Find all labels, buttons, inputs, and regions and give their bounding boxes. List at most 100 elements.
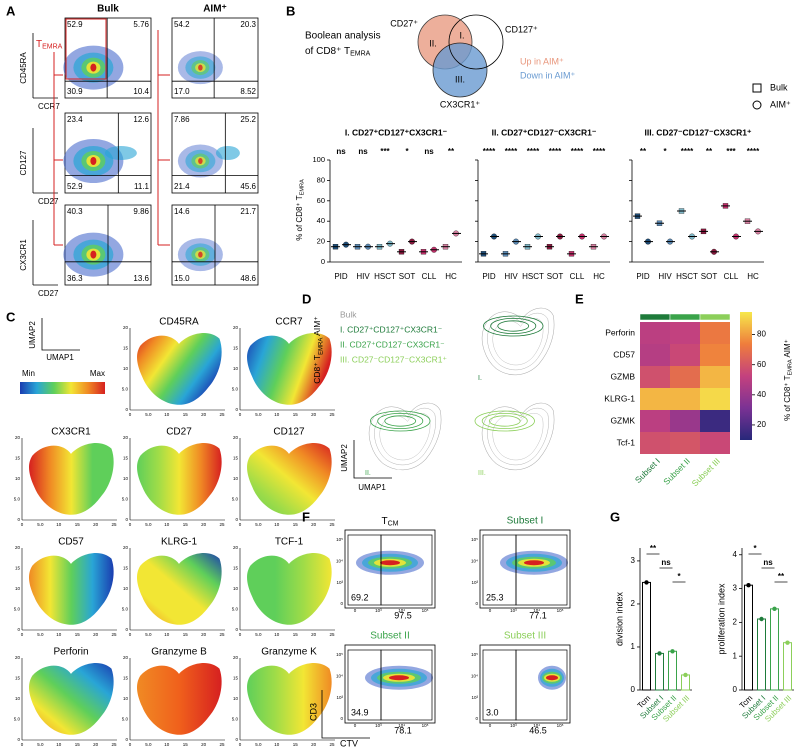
subset-contour xyxy=(370,410,431,432)
x-tick-label: 5.0 xyxy=(37,632,44,637)
legend-label: I. CD27⁺CD127⁺CX3CR1⁻ xyxy=(340,324,443,334)
y-tick-label: 10⁵ xyxy=(336,652,343,657)
x-tick-label: 10 xyxy=(274,522,280,527)
gate-value: 78.1 xyxy=(394,725,412,735)
y-tick-label: 4 xyxy=(733,550,738,559)
umap-embedding xyxy=(247,332,332,405)
plot-title: CD45RA xyxy=(159,317,199,328)
subset-contour xyxy=(488,415,521,427)
x-tick-label: HC xyxy=(593,272,605,281)
panel-letter: D xyxy=(302,291,311,306)
quadrant-value: 12.6 xyxy=(133,115,149,124)
label-sub: CM xyxy=(388,520,399,527)
x-tick-label: 10⁴ xyxy=(533,608,540,613)
row-label: KLRG-1 xyxy=(604,393,635,403)
axis-label: UMAP1 xyxy=(46,353,74,362)
plot-title: TCF-1 xyxy=(275,537,304,548)
significance: **** xyxy=(593,147,606,156)
y-tick-label: 20 xyxy=(123,655,129,660)
label-suffix: AIM⁺ xyxy=(783,339,792,359)
x-tick-label: 20 xyxy=(311,742,317,747)
x-tick-label: HC xyxy=(445,272,457,281)
x-tick-label: 15 xyxy=(293,742,299,747)
column-title: Bulk xyxy=(97,4,119,15)
plot-frame xyxy=(171,112,259,194)
umap-embedding xyxy=(29,662,114,735)
heatmap-cell xyxy=(670,388,700,410)
heatmap-cell xyxy=(640,410,670,432)
density-cloud xyxy=(198,158,203,164)
plot-title: Perforin xyxy=(53,647,88,658)
x-tick-label: 25 xyxy=(329,412,335,417)
x-tick-label: 0 xyxy=(129,522,132,527)
label-sub: EMRA xyxy=(350,50,371,57)
significance: **** xyxy=(483,147,496,156)
significance: ** xyxy=(640,147,647,156)
y-tick-label: 10³ xyxy=(336,580,343,585)
significance: ns xyxy=(358,147,368,156)
legend-label: II. CD27⁺CD127⁻CX3CR1⁻ xyxy=(340,339,445,349)
gate xyxy=(515,649,568,721)
venn-circle xyxy=(448,14,504,70)
x-tick-label: 10⁴ xyxy=(398,608,405,613)
plot-title: Subset I xyxy=(507,516,544,527)
colorbar xyxy=(740,312,752,440)
x-tick-label: 15 xyxy=(293,522,299,527)
scale-label: Max xyxy=(90,369,105,378)
y-tick-label: 15 xyxy=(15,676,21,681)
x-tick-label: 25 xyxy=(111,632,117,637)
x-tick-label: CLL xyxy=(570,272,585,281)
y-tick-label: 10 xyxy=(233,696,239,701)
y-tick-label: 0 xyxy=(235,517,238,522)
x-tick-label: 10 xyxy=(56,522,62,527)
x-tick-label: 20 xyxy=(201,742,207,747)
axis-label: CD27 xyxy=(38,289,59,298)
venn-region-label: III. xyxy=(455,74,465,84)
plot-title: KLRG-1 xyxy=(161,537,198,548)
axis-label: CTV xyxy=(340,738,358,748)
gate xyxy=(515,534,568,606)
umap-embedding xyxy=(247,442,332,515)
mean-point xyxy=(670,649,675,654)
heatmap-cell xyxy=(700,432,730,454)
heatmap-cell xyxy=(700,366,730,388)
row-label: CD57 xyxy=(613,349,635,359)
y-tick-label: 10 xyxy=(233,366,239,371)
significance: **** xyxy=(571,147,584,156)
quadrant-value: 52.9 xyxy=(67,20,83,29)
density-cloud xyxy=(104,146,137,160)
x-tick-label: 25 xyxy=(111,522,117,527)
quadrant-value: 20.3 xyxy=(240,20,256,29)
y-tick-label: 0 xyxy=(235,407,238,412)
x-tick-label: 10 xyxy=(56,742,62,747)
column-label: Subset II xyxy=(661,456,692,487)
plot-title: Subset III xyxy=(504,631,546,642)
heatmap-cell xyxy=(670,432,700,454)
heatmap-cell xyxy=(700,322,730,344)
x-tick-label: 20 xyxy=(93,522,99,527)
mean-point xyxy=(746,582,751,588)
y-tick-label: 10³ xyxy=(471,695,478,700)
x-tick-label: 0 xyxy=(489,723,492,728)
plot-title: CD57 xyxy=(58,537,84,548)
label-sub: EMRA xyxy=(42,43,63,50)
panel-letter: C xyxy=(6,309,16,324)
gate-value: 34.9 xyxy=(351,707,369,717)
x-tick-label: 10³ xyxy=(375,608,382,613)
label-main: T xyxy=(382,516,388,527)
x-tick-label: CLL xyxy=(422,272,437,281)
plot-label: I. xyxy=(478,375,482,382)
bar xyxy=(642,581,651,691)
x-tick-label: 5.0 xyxy=(37,522,44,527)
label-main: % of CD8⁺ T xyxy=(295,195,304,241)
quadrant-value: 10.4 xyxy=(133,87,149,96)
y-tick-label: 5.0 xyxy=(122,717,129,722)
y-tick-label: 10⁵ xyxy=(336,537,343,542)
y-tick-label: 15 xyxy=(123,676,129,681)
umap-embedding xyxy=(29,442,114,515)
umap-embedding xyxy=(137,332,222,405)
bar xyxy=(744,584,753,691)
significance: ** xyxy=(778,572,785,581)
y-tick-label: 10³ xyxy=(471,580,478,585)
